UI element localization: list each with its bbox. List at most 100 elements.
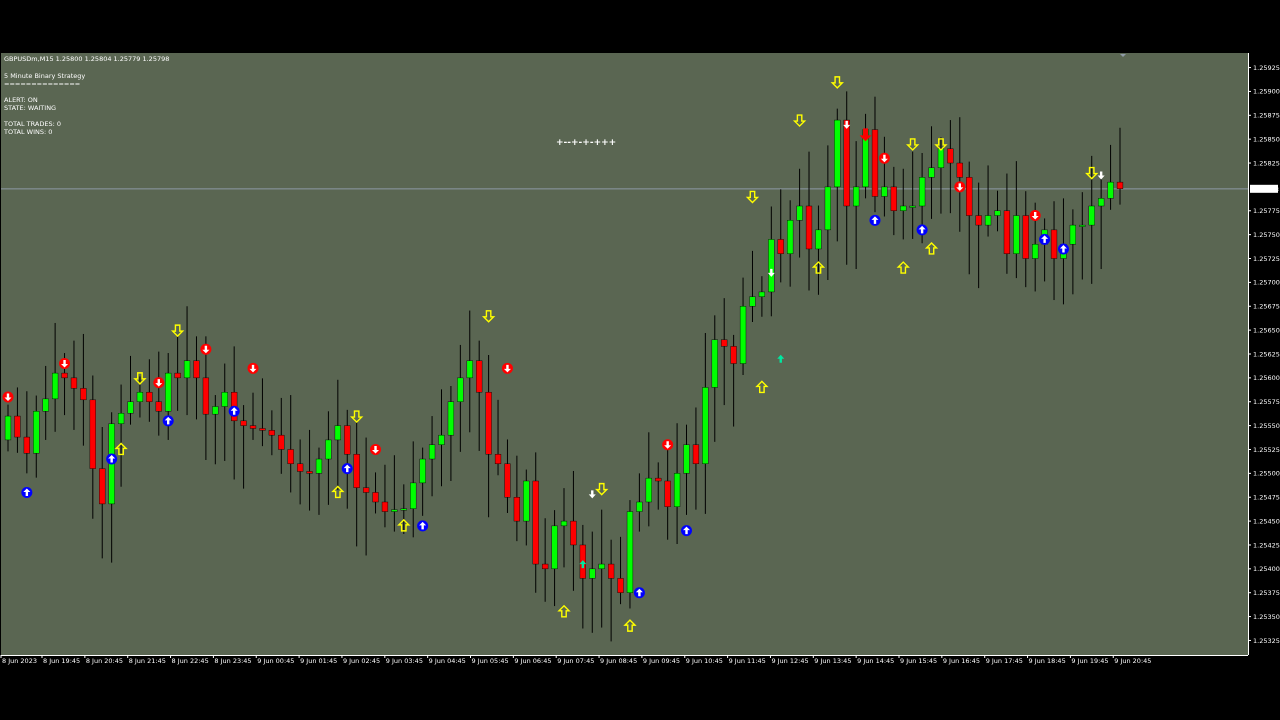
candle [476, 340, 483, 451]
bull-candle-body [702, 387, 709, 465]
candle [542, 518, 549, 602]
bear-candle-body [542, 563, 549, 570]
bull-candle-body [937, 148, 945, 169]
bull-candle-body [1013, 215, 1020, 254]
candle [362, 437, 370, 556]
price-tick-label: 1.25475 [1253, 494, 1280, 502]
time-tick-label: 9 Jun 02:45 [343, 657, 380, 665]
arrow-up-icon [230, 407, 238, 415]
time-tick-label: 9 Jun 05:45 [472, 657, 509, 665]
bear-candle-body [494, 454, 502, 465]
bear-candle-body [344, 425, 351, 455]
bull-candle-body [400, 508, 407, 511]
bear-candle-body [721, 339, 728, 347]
price-tick-label: 1.25650 [1253, 326, 1280, 334]
candle [758, 276, 766, 317]
price-tick-label: 1.25625 [1253, 350, 1280, 358]
candle [485, 354, 492, 518]
candle [155, 351, 162, 436]
price-tick-label: 1.25525 [1253, 446, 1280, 454]
bear-candle-body [174, 372, 181, 379]
bear-candle-body [278, 434, 285, 450]
candle [99, 427, 106, 559]
bull-candle-body [221, 391, 228, 407]
bear-candle-body [871, 129, 879, 197]
price-axis-area [1248, 53, 1279, 655]
candle [419, 447, 426, 516]
candle [4, 404, 12, 452]
candle [127, 355, 134, 425]
candle [1098, 178, 1105, 270]
yellow-down-arrow-icon [934, 138, 948, 151]
candle [400, 484, 407, 534]
white-down-arrow-icon [843, 120, 851, 129]
bull-candle-body [457, 377, 464, 402]
candle [834, 108, 841, 242]
candle [570, 470, 577, 591]
red-down-arrow-icon [859, 128, 872, 142]
bear-candle-body [99, 468, 106, 505]
current-price-label-bg [1250, 184, 1278, 193]
time-tick-label: 9 Jun 18:45 [1029, 657, 1066, 665]
bear-candle-body [70, 377, 78, 389]
bull-candle-body [984, 215, 992, 226]
yellow-up-arrow-icon [331, 485, 345, 499]
price-tick-label: 1.25575 [1253, 398, 1280, 406]
bull-candle-body [815, 229, 822, 250]
bull-candle-body [523, 480, 530, 522]
candle [1069, 209, 1077, 295]
candle [655, 462, 662, 510]
candle [900, 168, 907, 240]
chart-shift-marker[interactable] [1120, 54, 1126, 57]
buy-signal-icon [1039, 233, 1051, 245]
bull-candle-body [325, 439, 332, 460]
candle [1107, 144, 1114, 210]
yellow-down-arrow-icon [1085, 166, 1099, 180]
bull-candle-body [626, 511, 634, 593]
yellow-up-arrow-icon [557, 604, 571, 618]
candle [947, 120, 954, 214]
bull-candle-body [768, 239, 775, 293]
bear-candle-body [956, 162, 963, 178]
candle [240, 405, 247, 489]
candle [372, 472, 379, 514]
candle [956, 117, 963, 232]
plot-area[interactable] [1, 53, 1248, 655]
sell-signal-icon [200, 343, 212, 355]
bull-candle-body [447, 401, 455, 436]
bull-candle-body [589, 568, 596, 579]
bear-candle-body [655, 477, 662, 482]
total-wins: TOTAL WINS: 0 [3, 128, 52, 136]
bull-candle-body [438, 434, 445, 445]
candle [626, 500, 634, 609]
yellow-down-arrow-icon [745, 190, 760, 204]
candle [23, 391, 30, 474]
bear-candle-body [975, 215, 982, 226]
candle [890, 166, 897, 236]
candle [259, 378, 266, 447]
bear-candle-body [249, 425, 257, 429]
bear-candle-body [777, 239, 784, 254]
sell-signal-icon [954, 181, 966, 193]
buy-signal-icon [1057, 243, 1069, 255]
price-tick-label: 1.25775 [1253, 207, 1280, 215]
bull-candle-body [560, 520, 568, 527]
bull-candle-body [1069, 224, 1077, 245]
price-tick-label: 1.25450 [1253, 517, 1280, 525]
candle [457, 344, 464, 452]
bear-candle-body [617, 578, 624, 593]
bull-candle-body [739, 306, 747, 364]
candle [494, 399, 502, 476]
bull-candle-body [183, 360, 191, 379]
yellow-down-arrow-icon [481, 310, 496, 323]
bull-candle-body [928, 167, 935, 178]
candle [42, 365, 49, 440]
candle [381, 464, 389, 528]
yellow-down-arrow-icon [170, 324, 185, 338]
bear-candle-body [381, 501, 389, 512]
candle [692, 407, 700, 510]
sell-signal-icon [662, 439, 674, 451]
bull-candle-body [165, 372, 172, 412]
price-tick-label: 1.25850 [1253, 135, 1280, 143]
